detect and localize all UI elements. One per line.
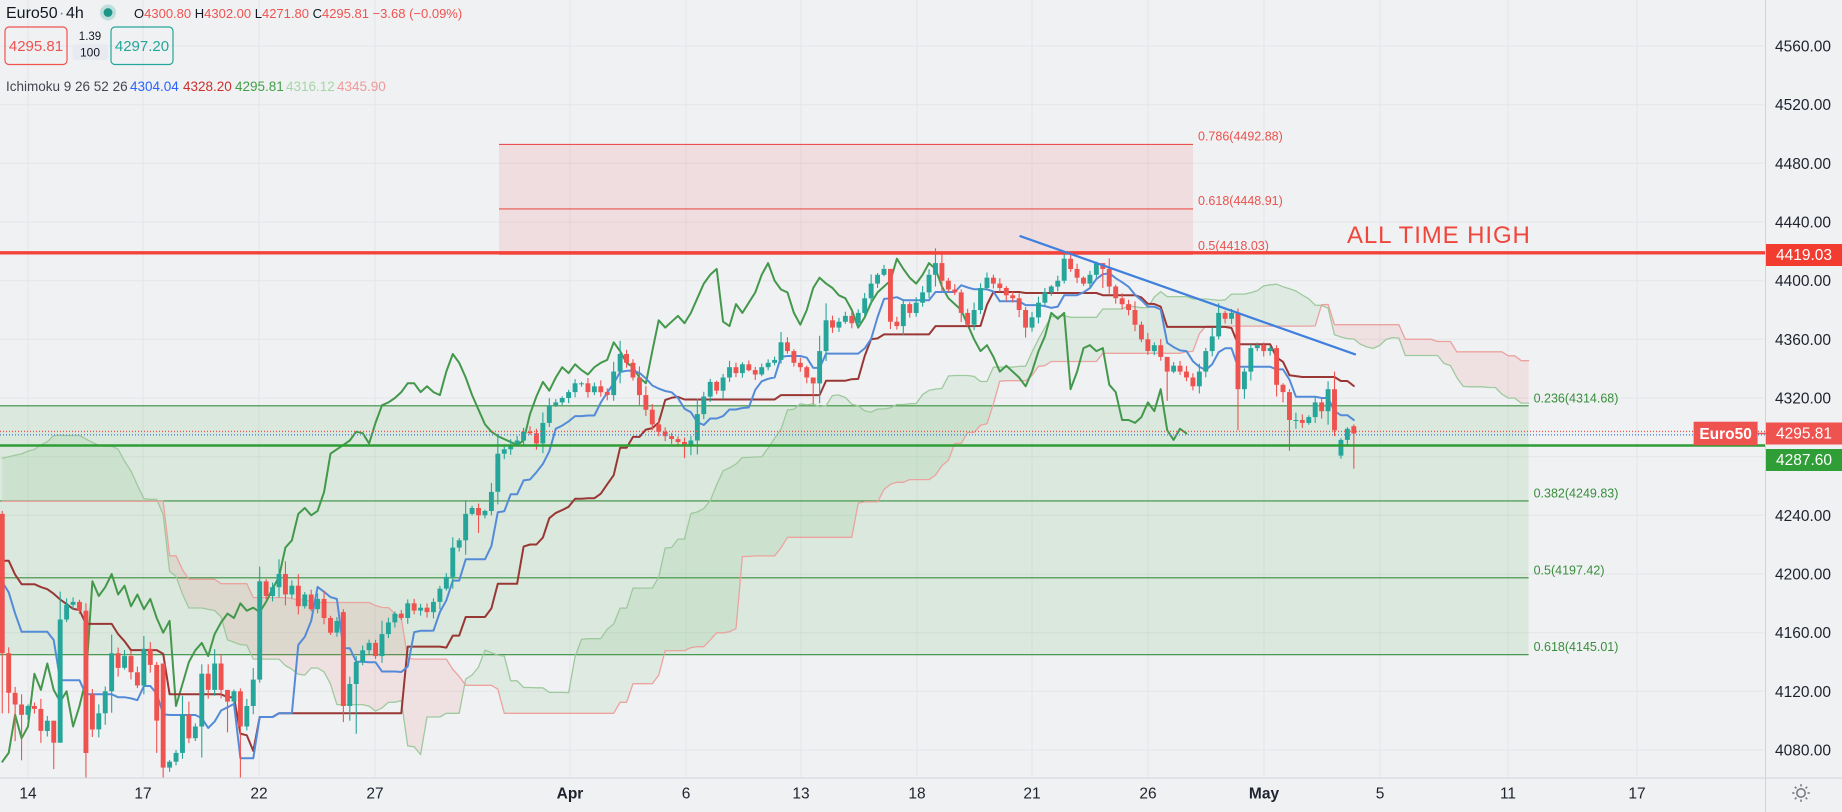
svg-text:4320.00: 4320.00 — [1775, 391, 1831, 408]
svg-text:May: May — [1249, 786, 1280, 803]
svg-text:0.236(4314.68): 0.236(4314.68) — [1534, 391, 1619, 405]
svg-text:Ichimoku 9 26 52 26: Ichimoku 9 26 52 26 — [6, 79, 128, 94]
svg-text:14: 14 — [19, 786, 37, 803]
svg-text:4287.60: 4287.60 — [1776, 452, 1832, 469]
svg-text:4520.00: 4520.00 — [1775, 97, 1831, 114]
svg-text:1.39: 1.39 — [79, 31, 101, 43]
svg-text:4200.00: 4200.00 — [1775, 567, 1831, 584]
svg-text:4h: 4h — [66, 5, 84, 22]
svg-text:0.5(4197.42): 0.5(4197.42) — [1534, 563, 1605, 577]
svg-text:Euro50: Euro50 — [1699, 426, 1752, 443]
svg-text:4297.20: 4297.20 — [115, 38, 169, 55]
svg-text:100: 100 — [80, 46, 100, 60]
svg-text:18: 18 — [908, 786, 925, 803]
svg-text:6: 6 — [682, 786, 691, 803]
svg-text:0.618(4145.01): 0.618(4145.01) — [1534, 640, 1619, 654]
svg-text:4160.00: 4160.00 — [1775, 625, 1831, 642]
svg-text:4419.03: 4419.03 — [1776, 247, 1832, 264]
svg-text:ALL TIME HIGH: ALL TIME HIGH — [1347, 222, 1531, 249]
svg-text:22: 22 — [250, 786, 267, 803]
svg-text:4560.00: 4560.00 — [1775, 39, 1831, 56]
svg-text:17: 17 — [1628, 786, 1645, 803]
svg-text:O4300.80 H4302.00 L4271.80 C42: O4300.80 H4302.00 L4271.80 C4295.81 −3.6… — [134, 6, 462, 21]
svg-text:13: 13 — [792, 786, 809, 803]
svg-text:4480.00: 4480.00 — [1775, 156, 1831, 173]
svg-text:4440.00: 4440.00 — [1775, 215, 1831, 232]
svg-text:4295.81: 4295.81 — [1776, 426, 1832, 443]
svg-text:4295.81: 4295.81 — [9, 38, 63, 55]
svg-text:27: 27 — [366, 786, 383, 803]
svg-text:5: 5 — [1376, 786, 1385, 803]
svg-text:4240.00: 4240.00 — [1775, 508, 1831, 525]
svg-text:Apr: Apr — [557, 786, 584, 803]
svg-text:4400.00: 4400.00 — [1775, 273, 1831, 290]
svg-text:0.618(4448.91): 0.618(4448.91) — [1198, 194, 1283, 208]
svg-text:11: 11 — [1500, 786, 1516, 803]
svg-text:26: 26 — [1139, 786, 1156, 803]
svg-text:·: · — [59, 5, 64, 22]
svg-text:4360.00: 4360.00 — [1775, 332, 1831, 349]
svg-text:4120.00: 4120.00 — [1775, 684, 1831, 701]
svg-text:17: 17 — [134, 786, 151, 803]
svg-text:0.382(4249.83): 0.382(4249.83) — [1534, 486, 1619, 500]
svg-text:0.786(4492.88): 0.786(4492.88) — [1198, 129, 1283, 143]
svg-text:21: 21 — [1023, 786, 1040, 803]
svg-text:Euro50: Euro50 — [6, 5, 58, 22]
svg-text:4080.00: 4080.00 — [1775, 743, 1831, 760]
svg-text:0.5(4418.03): 0.5(4418.03) — [1198, 239, 1269, 253]
